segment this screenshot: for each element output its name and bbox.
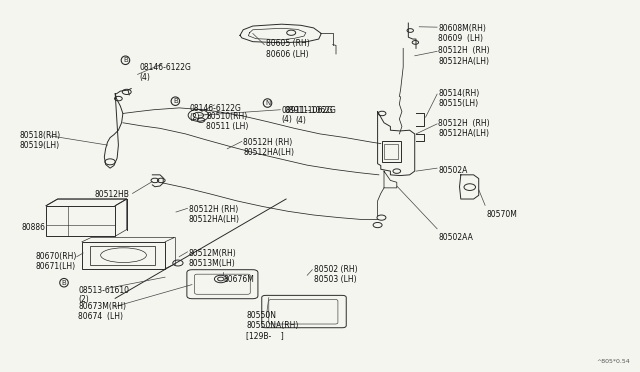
Text: 08513-61610: 08513-61610 [78,286,129,295]
Text: 80512M(RH): 80512M(RH) [189,249,237,258]
Text: (4): (4) [140,73,150,81]
Text: N: N [265,100,270,106]
Text: [129B-    ]: [129B- ] [246,331,284,340]
Text: 80886: 80886 [21,223,45,232]
Text: 80518(RH): 80518(RH) [19,131,60,140]
Text: 80512H  (RH): 80512H (RH) [438,119,490,128]
Text: 80550N: 80550N [246,311,276,320]
Text: B: B [123,57,128,63]
Text: 80550NA(RH): 80550NA(RH) [246,321,299,330]
Text: 80512HA(LH): 80512HA(LH) [438,129,490,138]
Text: 80570M: 80570M [486,210,517,219]
Text: (2): (2) [78,295,89,304]
Text: 80674  (LH): 80674 (LH) [78,312,123,321]
Text: 80512H (RH): 80512H (RH) [243,138,292,147]
Text: 80671(LH): 80671(LH) [35,262,76,271]
Text: 08911-1062G: 08911-1062G [285,106,337,115]
Text: B: B [173,98,178,104]
Text: 80676M: 80676M [224,275,255,283]
Bar [46,206,115,236]
Bar [90,246,155,265]
Text: (4): (4) [282,115,292,124]
Text: 80512HA(LH): 80512HA(LH) [243,148,294,157]
Text: 80515(LH): 80515(LH) [438,99,479,108]
Text: 80606 (LH): 80606 (LH) [266,50,308,59]
Text: (2): (2) [189,113,200,122]
Text: 80513M(LH): 80513M(LH) [189,259,236,268]
Text: 80512H  (RH): 80512H (RH) [438,46,490,55]
Text: B: B [61,280,67,286]
Text: 80670(RH): 80670(RH) [35,252,77,261]
Text: 80514(RH): 80514(RH) [438,89,479,98]
Text: 80512HA(LH): 80512HA(LH) [438,57,490,65]
Text: 80673M(RH): 80673M(RH) [78,302,126,311]
Text: 80608M(RH): 80608M(RH) [438,24,486,33]
Bar [382,141,401,162]
Text: 80510(RH): 80510(RH) [206,112,247,121]
Text: 80502A: 80502A [438,166,468,174]
Text: (4): (4) [296,116,307,125]
Text: ^805*0.54: ^805*0.54 [596,359,630,364]
Bar [384,144,398,159]
Text: 80502 (RH): 80502 (RH) [314,265,357,274]
Bar [82,242,165,269]
Text: 80503 (LH): 80503 (LH) [314,275,356,284]
Text: 80605 (RH): 80605 (RH) [266,39,309,48]
Text: 80519(LH): 80519(LH) [19,141,60,150]
Text: 80502AA: 80502AA [438,232,473,241]
Text: 08146-6122G: 08146-6122G [189,104,241,113]
Text: 80511 (LH): 80511 (LH) [206,122,248,131]
Text: 08911-1062G: 08911-1062G [282,106,333,115]
Text: 08146-6122G: 08146-6122G [140,63,191,72]
Text: 80512H (RH): 80512H (RH) [189,205,238,214]
Text: 80512HA(LH): 80512HA(LH) [189,215,240,224]
Text: 80512HB: 80512HB [95,190,129,199]
Text: 80609  (LH): 80609 (LH) [438,34,483,43]
